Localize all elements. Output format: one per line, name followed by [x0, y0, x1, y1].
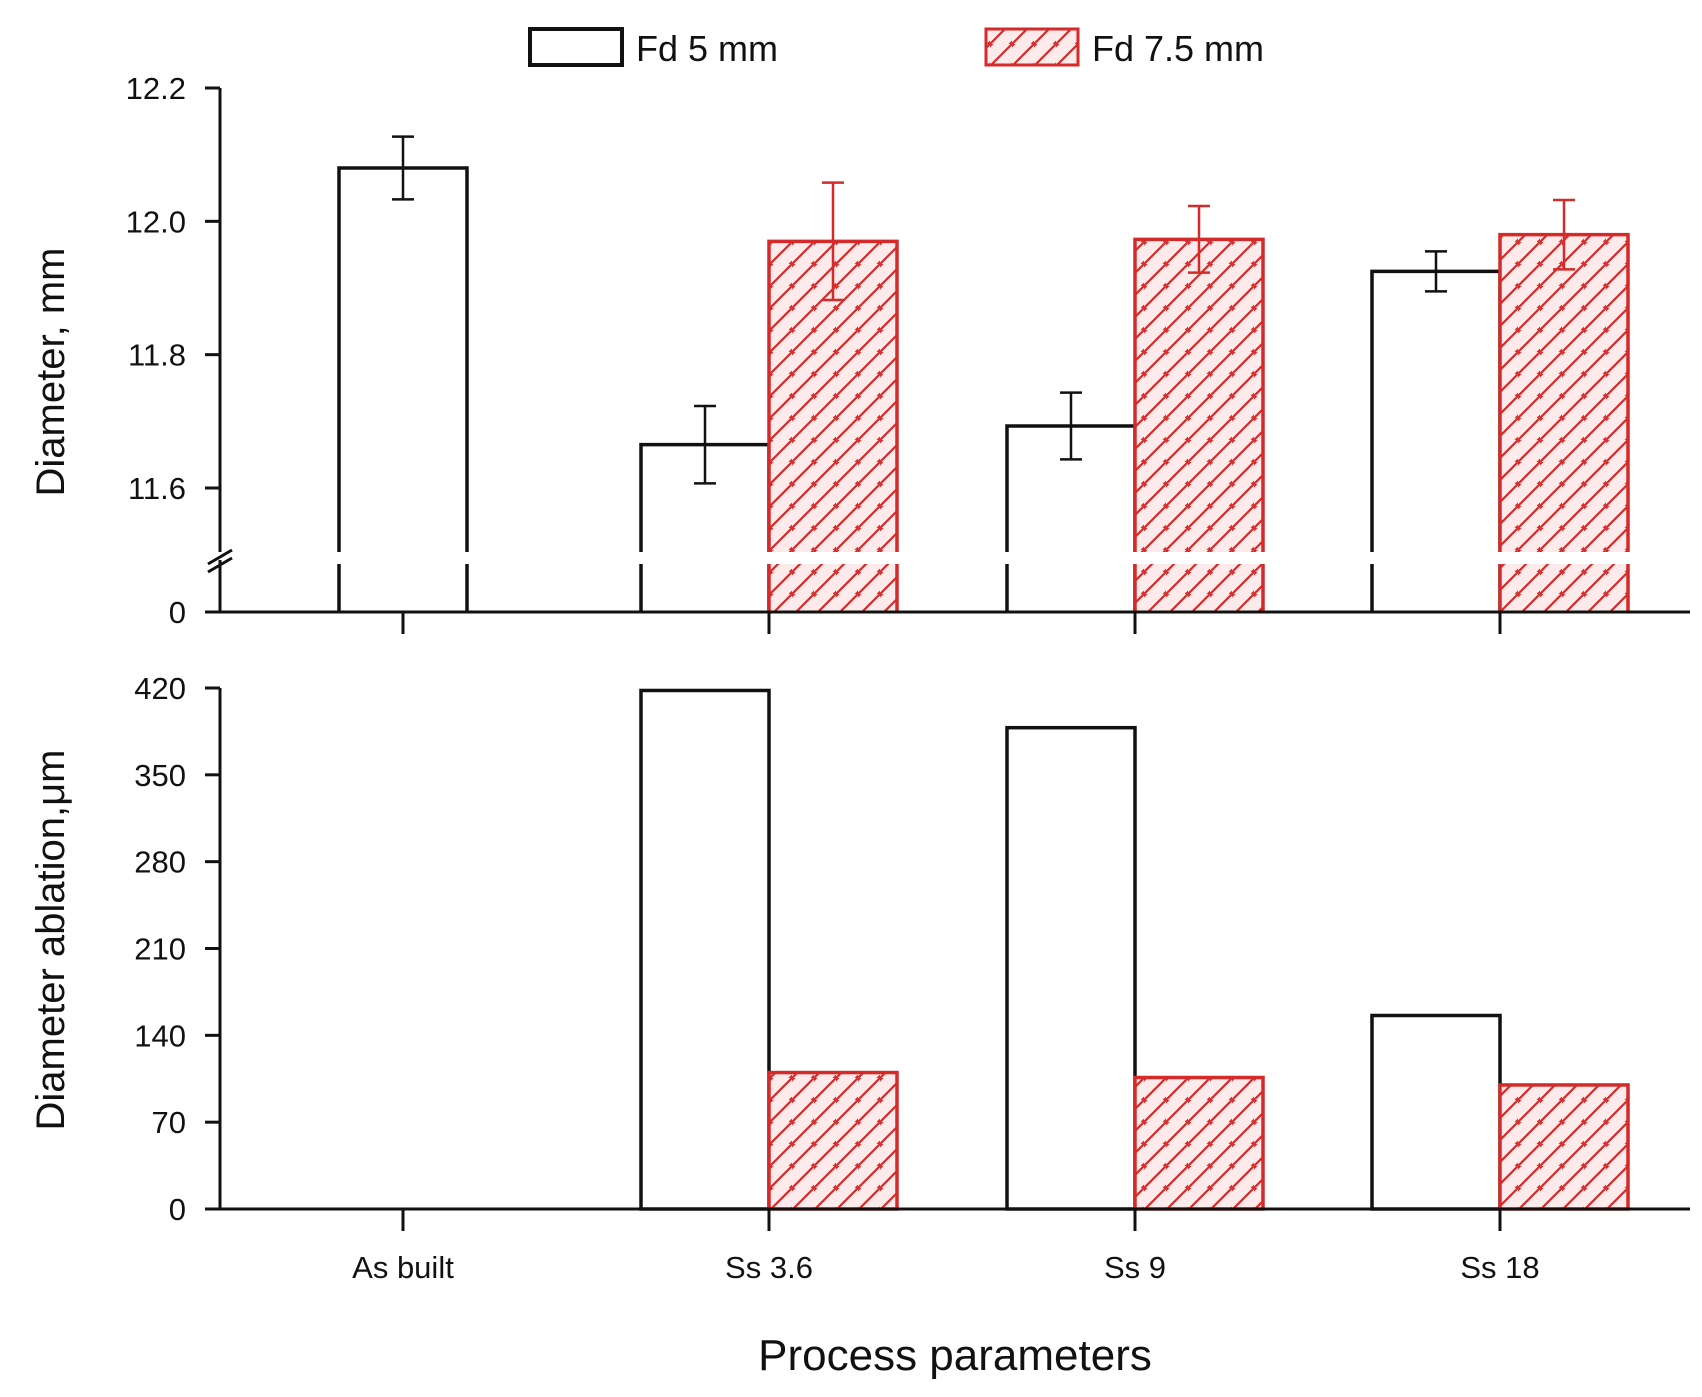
top-bar-fd75-ss-18-errorbar — [1553, 198, 1575, 271]
top-bar-fd75-ss-3-6-break-gap — [763, 552, 903, 564]
legend-label-fd75: Fd 7.5 mm — [1092, 28, 1264, 69]
bottom-y-ticks: 0 70 140 210 280 350 420 — [134, 671, 220, 1227]
top-bar-fd5-ss-18-break-gap — [1366, 552, 1506, 564]
top-bar-fd5-as-built-errorbar — [392, 135, 414, 201]
x-axis-title: Process parameters — [758, 1331, 1152, 1380]
bottom-bar-fd75-ss-3-6 — [767, 1070, 899, 1211]
top-baseline-label: 0 — [169, 595, 186, 630]
top-bar-fd5-ss-18-errorbar — [1425, 250, 1447, 293]
top-bar-fd75-ss-9-lower — [1133, 564, 1265, 612]
bottom-bar-fd75-ss-18 — [1498, 1083, 1630, 1211]
top-bar-fd75-ss-3-6-errorbar — [822, 181, 844, 302]
top-bar-fd5-ss-9-errorbar — [1060, 391, 1082, 461]
bottom-bar-fd75-ss-9 — [1133, 1075, 1265, 1211]
bottom-ytick-label-210: 210 — [134, 932, 186, 967]
bottom-bar-fd5-ss-18 — [1370, 1013, 1502, 1211]
top-y-axis-title: Diameter, mm — [29, 248, 73, 497]
top-bar-fd75-ss-3-6-fill — [769, 241, 897, 613]
top-bar-fd5-as-built-fill — [339, 168, 467, 612]
category-label-ss-18: Ss 18 — [1460, 1250, 1539, 1285]
category-label-ss-3-6: Ss 3.6 — [725, 1250, 813, 1285]
bottom-bar-fd5-ss-9 — [1005, 725, 1137, 1211]
top-bar-fd5-as-built-lower — [337, 564, 469, 612]
bottom-x-ticks: As built Ss 3.6 Ss 9 Ss 18 — [352, 1209, 1540, 1285]
bottom-ytick-label-70: 70 — [152, 1105, 186, 1140]
top-bar-fd75-ss-18-lower — [1498, 564, 1630, 612]
top-bar-fd5-ss-3-6-break-gap — [635, 552, 775, 564]
bottom-ytick-label-350: 350 — [134, 758, 186, 793]
top-ytick-label-11-8: 11.8 — [128, 338, 186, 373]
legend-swatch-fd75 — [984, 27, 1080, 67]
bottom-bar-fd5-ss-3-6 — [639, 688, 771, 1211]
legend-label-fd5: Fd 5 mm — [636, 28, 778, 69]
bottom-ytick-label-280: 280 — [134, 845, 186, 880]
panel-ablation: 0 70 140 210 280 350 420 As built Ss 3.6 Ss 9 Ss … — [29, 671, 1690, 1285]
top-ytick-label-11-6: 11.6 — [128, 471, 186, 506]
top-bar-fd75-ss-3-6-lower — [767, 564, 899, 612]
axis-break-mark — [207, 548, 233, 574]
top-x-ticks — [401, 612, 1502, 634]
top-bar-fd5-ss-9-break-gap — [1001, 552, 1141, 564]
top-bar-fd75-ss-9-errorbar — [1188, 204, 1210, 274]
top-bar-fd5-as-built-break-gap — [333, 552, 473, 564]
top-ytick-label-12-0: 12.0 — [126, 204, 186, 239]
legend-swatch-fd5 — [528, 27, 624, 67]
top-bars — [333, 135, 1634, 613]
top-bar-fd5-ss-3-6-errorbar — [694, 404, 716, 485]
top-bar-fd75-ss-9-fill — [1135, 239, 1263, 613]
bottom-ytick-label-420: 420 — [134, 671, 186, 706]
panel-diameter: 11.6 11.8 12.0 12.2 0 Diameter, mm — [29, 71, 1690, 634]
top-bar-fd75-ss-18-break-gap — [1494, 552, 1634, 564]
legend: Fd 5 mm Fd 7.5 mm — [528, 27, 1264, 69]
top-y-ticks: 11.6 11.8 12.0 12.2 — [126, 71, 220, 506]
bottom-ytick-label-140: 140 — [134, 1018, 186, 1053]
bottom-bars — [639, 688, 1630, 1211]
category-label-as-built: As built — [352, 1250, 454, 1285]
bottom-ytick-label-0: 0 — [169, 1192, 186, 1227]
bottom-y-axis-title: Diameter ablation,μm — [29, 750, 73, 1131]
top-bar-fd75-ss-9-break-gap — [1129, 552, 1269, 564]
category-label-ss-9: Ss 9 — [1104, 1250, 1166, 1285]
top-bar-fd75-ss-18-fill — [1500, 234, 1628, 612]
top-ytick-label-12-2: 12.2 — [126, 71, 186, 106]
